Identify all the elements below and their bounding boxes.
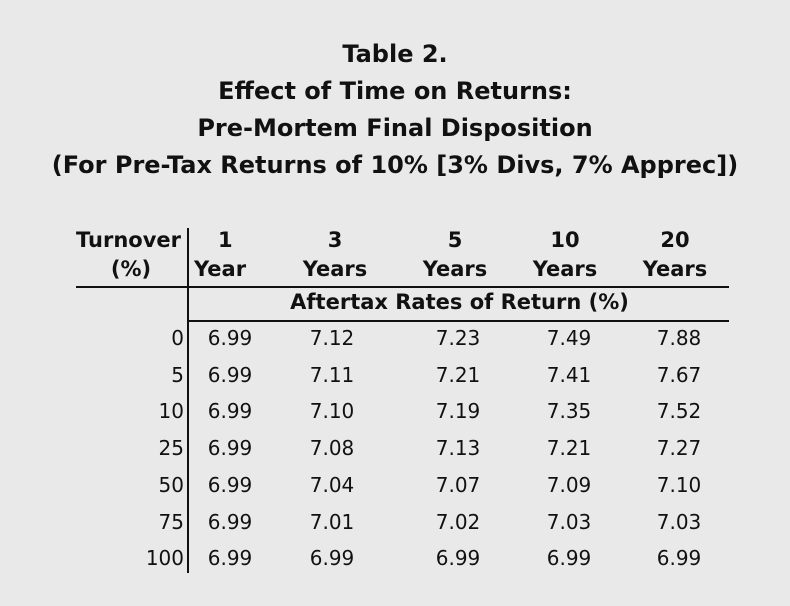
return-cell: 7.13 <box>435 436 481 461</box>
vertical-rule <box>187 228 189 573</box>
table-row: 25 6.99 7.08 7.13 7.21 7.27 <box>76 436 729 466</box>
subheader-label: Aftertax Rates of Return (%) <box>290 290 629 314</box>
return-cell: 6.99 <box>207 326 253 350</box>
turnover-cell: 0 <box>171 326 184 350</box>
return-cell: 7.07 <box>435 472 481 497</box>
return-cell: 6.99 <box>207 546 253 571</box>
return-cell: 7.09 <box>546 472 592 497</box>
return-cell: 6.99 <box>309 546 355 571</box>
return-cell: 6.99 <box>435 546 481 571</box>
return-cell: 7.23 <box>435 326 481 350</box>
col-3-top: 5 <box>447 228 463 252</box>
return-cell: 6.99 <box>656 546 702 571</box>
return-cell: 7.21 <box>435 362 481 387</box>
return-cell: 7.88 <box>656 326 702 350</box>
table-row: 100 6.99 6.99 6.99 6.99 6.99 <box>76 546 729 576</box>
col-2-top: 3 <box>327 228 343 252</box>
return-cell: 6.99 <box>207 399 253 424</box>
return-cell: 7.21 <box>546 436 592 461</box>
return-cell: 7.01 <box>309 509 355 534</box>
table-row: 10 6.99 7.10 7.19 7.35 7.52 <box>76 399 729 429</box>
return-cell: 6.99 <box>546 546 592 571</box>
title-line-3: Pre-Mortem Final Disposition <box>197 114 593 142</box>
title-line-4: (For Pre-Tax Returns of 10% [3% Divs, 7%… <box>51 151 739 179</box>
return-cell: 6.99 <box>207 509 253 534</box>
turnover-cell: 25 <box>158 436 184 461</box>
turnover-header-label: Turnover <box>76 228 181 252</box>
return-cell: 7.02 <box>435 509 481 534</box>
return-cell: 7.41 <box>546 362 592 387</box>
turnover-cell: 75 <box>158 509 184 534</box>
table-row: 50 6.99 7.04 7.07 7.09 7.10 <box>76 473 729 503</box>
return-cell: 6.99 <box>207 362 253 387</box>
table-row: 75 6.99 7.01 7.02 7.03 7.03 <box>76 510 729 540</box>
return-cell: 7.03 <box>656 509 702 534</box>
return-cell: 7.11 <box>309 362 355 387</box>
return-cell: 7.08 <box>309 436 355 461</box>
table-row: 5 6.99 7.11 7.21 7.41 7.67 <box>76 363 729 393</box>
col-4-bottom: Years <box>532 257 598 281</box>
turnover-header-unit: (%) <box>110 257 152 281</box>
turnover-cell: 100 <box>145 546 184 571</box>
turnover-cell: 50 <box>158 472 184 497</box>
return-cell: 7.10 <box>656 472 702 497</box>
table-row: 0 6.99 7.12 7.23 7.49 7.88 <box>76 326 729 356</box>
col-1-bottom: Year <box>194 257 247 281</box>
return-cell: 6.99 <box>207 472 253 497</box>
return-cell: 7.10 <box>309 399 355 424</box>
table-title: Table 2. Effect of Time on Returns: Pre-… <box>0 36 790 184</box>
return-cell: 7.04 <box>309 472 355 497</box>
return-cell: 7.49 <box>546 326 592 350</box>
title-line-1: Table 2. <box>342 40 448 68</box>
col-2-bottom: Years <box>302 257 368 281</box>
col-3-bottom: Years <box>422 257 488 281</box>
header-rule <box>76 286 729 288</box>
turnover-cell: 5 <box>171 362 184 387</box>
return-cell: 7.12 <box>309 326 355 350</box>
return-cell: 7.03 <box>546 509 592 534</box>
return-cell: 7.27 <box>656 436 702 461</box>
col-5-top: 20 <box>660 228 690 252</box>
return-cell: 7.19 <box>435 399 481 424</box>
col-5-bottom: Years <box>642 257 708 281</box>
title-line-2: Effect of Time on Returns: <box>218 77 572 105</box>
return-cell: 7.52 <box>656 399 702 424</box>
col-4-top: 10 <box>550 228 580 252</box>
turnover-cell: 10 <box>158 399 184 424</box>
return-cell: 7.35 <box>546 399 592 424</box>
return-cell: 6.99 <box>207 436 253 461</box>
subheader-rule <box>189 320 729 322</box>
return-cell: 7.67 <box>656 362 702 387</box>
col-1-top: 1 <box>218 228 233 252</box>
